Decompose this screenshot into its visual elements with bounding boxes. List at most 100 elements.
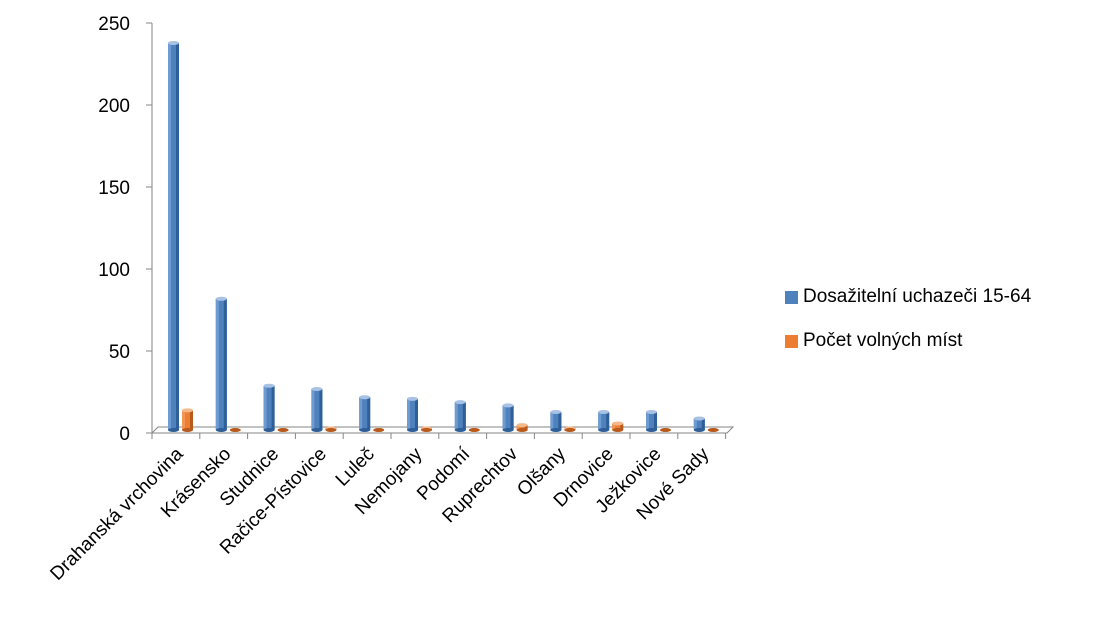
- bar-shadow: [654, 411, 657, 430]
- bar-highlight: [454, 402, 458, 430]
- bar-shadow: [558, 411, 562, 430]
- bar-body: [454, 402, 466, 430]
- bar-dosazitelni: [359, 395, 371, 432]
- bar-base: [707, 428, 719, 432]
- bar-body: [168, 42, 179, 431]
- bar-base: [407, 428, 418, 432]
- bar-volna-mista: [182, 408, 193, 432]
- bar-base: [550, 428, 562, 432]
- bar-highlight: [598, 411, 602, 430]
- bar-dosazitelni: [598, 409, 610, 432]
- bar-cap: [550, 409, 562, 414]
- bar-cap: [182, 408, 193, 413]
- bar-shadow: [367, 397, 371, 430]
- bar-cap: [215, 296, 227, 301]
- bars: [168, 40, 719, 432]
- bar-body: [550, 411, 562, 430]
- bar-cap: [693, 416, 705, 421]
- legend-item-series-1: Dosažitelní uchazeči 15-64: [785, 282, 1031, 312]
- bar-highlight: [550, 411, 554, 430]
- y-tick-label: 250: [98, 14, 130, 35]
- legend-label-series-1: Dosažitelní uchazeči 15-64: [803, 286, 1032, 307]
- bar-cap: [263, 383, 275, 388]
- bar-volna-mista: [373, 428, 385, 432]
- bar-base: [612, 428, 624, 432]
- bar-shadow: [319, 389, 323, 430]
- bar-body: [598, 411, 610, 430]
- bar-dosazitelni: [263, 383, 275, 432]
- bar-cap: [598, 409, 610, 414]
- bar-base: [598, 428, 610, 432]
- bar-base: [660, 428, 671, 432]
- legend: Dosažitelní uchazeči 15-64 Počet volných…: [785, 282, 1031, 370]
- bar-base: [516, 428, 528, 432]
- bar-cap: [502, 403, 514, 408]
- y-tick-label: 200: [98, 96, 130, 117]
- bar-body: [182, 410, 193, 430]
- bar-base: [693, 428, 705, 432]
- bar-highlight: [182, 410, 185, 430]
- x-axis-floor: [150, 426, 735, 434]
- bar-cap: [646, 409, 657, 414]
- bar-base: [229, 428, 241, 432]
- bar-highlight: [612, 423, 616, 430]
- bar-body: [311, 389, 323, 430]
- bar-shadow: [190, 410, 193, 430]
- bar-shadow: [510, 405, 514, 430]
- bar-base: [215, 428, 227, 432]
- bar-body: [359, 397, 371, 430]
- bar-highlight: [359, 397, 363, 430]
- bar-highlight: [215, 298, 219, 430]
- bar-body: [646, 411, 657, 430]
- bar-body: [693, 418, 705, 430]
- bar-dosazitelni: [550, 409, 562, 432]
- bar-volna-mista: [612, 421, 624, 432]
- bar-base: [277, 428, 289, 432]
- bar-body: [407, 398, 418, 430]
- legend-label-series-2: Počet volných míst: [803, 330, 963, 351]
- bar-base: [359, 428, 371, 432]
- bar-body: [263, 385, 275, 430]
- bar-volna-mista: [660, 428, 671, 432]
- bar-dosazitelni: [502, 403, 514, 432]
- bar-dosazitelni: [215, 296, 227, 432]
- bar-dosazitelni: [407, 396, 418, 432]
- y-tick-label: 50: [109, 342, 130, 363]
- bar-volna-mista: [229, 428, 241, 432]
- bar-highlight: [502, 405, 506, 430]
- bar-base: [421, 428, 432, 432]
- bar-base: [454, 428, 466, 432]
- bar-dosazitelni: [646, 409, 657, 432]
- bar-base: [325, 428, 337, 432]
- bar-base: [373, 428, 385, 432]
- bar-highlight: [311, 389, 315, 430]
- bar-cap: [612, 421, 624, 426]
- bar-base: [646, 428, 657, 432]
- bar-body: [215, 298, 227, 430]
- bar-volna-mista: [325, 426, 337, 432]
- bar-volna-mista: [516, 423, 528, 432]
- bar-highlight: [693, 418, 697, 430]
- bar-base: [182, 428, 193, 432]
- bar-base: [502, 428, 514, 432]
- bar-cap: [359, 395, 371, 400]
- y-tick-label: 100: [98, 260, 130, 281]
- bar-volna-mista: [421, 426, 432, 432]
- bar-highlight: [646, 411, 649, 430]
- bar-volna-mista: [564, 426, 576, 432]
- bar-cap: [311, 387, 323, 391]
- bar-shadow: [415, 398, 418, 430]
- bar-base: [468, 428, 480, 432]
- bar-shadow: [606, 411, 610, 430]
- bar-shadow: [271, 385, 275, 430]
- bar-cap: [407, 396, 418, 401]
- bar-body: [502, 405, 514, 430]
- legend-swatch-series-2: [785, 334, 798, 348]
- bar-cap: [516, 423, 528, 428]
- bar-highlight: [168, 42, 171, 431]
- bar-highlight: [263, 385, 267, 430]
- bar-highlight: [516, 425, 520, 430]
- bar-shadow: [176, 42, 179, 431]
